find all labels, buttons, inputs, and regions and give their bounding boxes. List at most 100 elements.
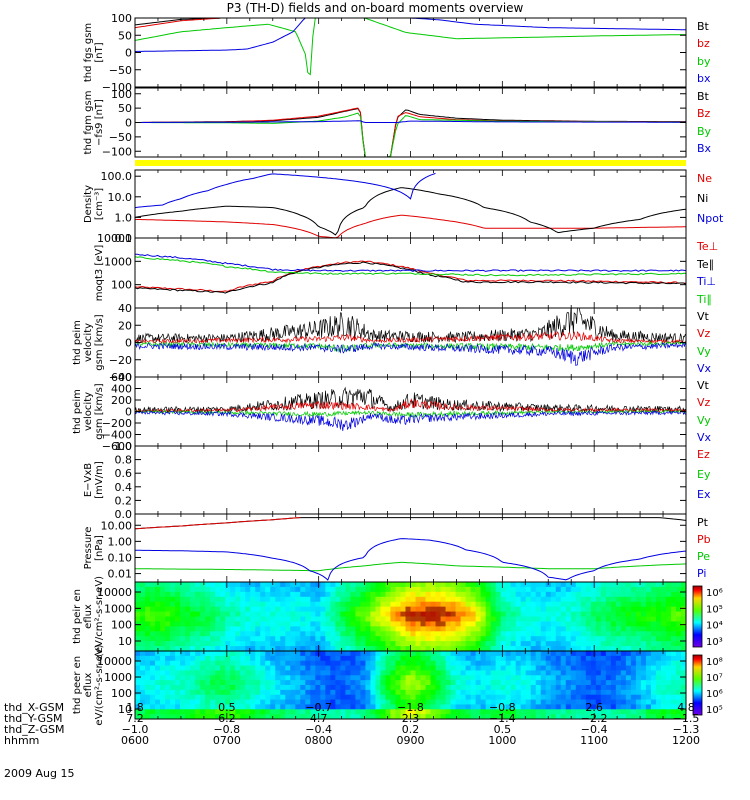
spectrogram-cell [165, 685, 171, 691]
spectrogram-cell [430, 586, 437, 593]
spectrogram-cell [290, 655, 296, 662]
ephemeris-value: 0.5 [218, 701, 236, 714]
spectrogram-cell [545, 611, 552, 618]
spectrogram-cell [520, 685, 527, 691]
spectrogram-cell [260, 660, 266, 667]
spectrogram-cell [415, 646, 422, 651]
y-tick-label: 50 [118, 102, 132, 115]
spectrogram-cell [365, 626, 372, 632]
spectrogram-cell [185, 694, 191, 701]
spectrogram-cell [155, 606, 161, 613]
spectrogram-cell [255, 651, 261, 657]
spectrogram-cell [580, 621, 587, 627]
spectrogram-cell [420, 596, 427, 603]
spectrogram-cell [680, 714, 686, 719]
spectrogram-cell [355, 616, 362, 623]
spectrogram-cell [145, 660, 151, 667]
spectrogram-cell [580, 699, 587, 706]
spectrogram-cell [355, 626, 362, 632]
spectrogram-cell [670, 616, 677, 623]
spectrogram-cell [620, 601, 627, 608]
spectrogram-cell [155, 636, 161, 642]
spectrogram-cell [425, 631, 432, 637]
spectrogram-cell [345, 631, 351, 637]
spectrogram-cell [645, 641, 652, 647]
spectrogram-cell [355, 631, 362, 637]
spectrogram-cell [285, 636, 291, 642]
spectrogram-cell [655, 704, 662, 710]
spectrogram-cell [260, 651, 266, 657]
spectrogram-cell [600, 685, 607, 691]
spectrogram-cell [450, 601, 457, 608]
spectrogram-cell [550, 601, 557, 608]
spectrogram-cell [190, 675, 196, 681]
legend-entry: Pt [697, 516, 708, 529]
spectrogram-cell [265, 616, 271, 623]
spectrogram-cell [215, 631, 221, 637]
spectrogram-cell [240, 685, 246, 691]
spectrogram-cell [315, 586, 321, 593]
spectrogram-cell [440, 601, 447, 608]
spectrogram-cell [315, 646, 321, 651]
spectrogram-cell [400, 655, 407, 662]
spectrogram-cell [680, 699, 686, 706]
spectrogram-cell [525, 655, 532, 662]
spectrogram-cell [585, 611, 592, 618]
spectrogram-cell [365, 680, 372, 686]
spectrogram-cell [640, 689, 647, 696]
spectrogram-cell [275, 591, 281, 598]
spectrogram-cell [550, 616, 557, 623]
spectrogram-cell [460, 601, 467, 608]
spectrogram-cell [485, 611, 492, 618]
spectrogram-cell [400, 626, 407, 632]
spectrogram-cell [555, 704, 562, 710]
spectrogram-cell [600, 611, 607, 618]
spectrogram-cell [155, 611, 161, 618]
spectrogram-cell [195, 651, 201, 657]
spectrogram-cell [470, 685, 477, 691]
spectrogram-cell [345, 714, 351, 719]
spectrogram-cell [505, 611, 512, 618]
spectrogram-cell [165, 586, 171, 593]
spectrogram-cell [215, 704, 221, 710]
spectrogram-cell [160, 616, 166, 623]
spectrogram-cell [650, 709, 657, 715]
spectrogram-cell [360, 601, 367, 608]
spectrogram-cell [285, 675, 291, 681]
spectrogram-cell [575, 709, 582, 715]
spectrogram-cell [445, 685, 452, 691]
spectrogram-cell [650, 699, 657, 706]
spectrogram-cell [480, 694, 487, 701]
spectrogram-cell [465, 646, 472, 651]
y-tick-label: 100 [111, 619, 132, 632]
spectrogram-cell [345, 582, 351, 588]
spectrogram-cell [175, 646, 181, 651]
spectrogram-cell [570, 636, 577, 642]
spectrogram-cell [180, 631, 186, 637]
spectrogram-cell [535, 626, 542, 632]
spectrogram-cell [415, 636, 422, 642]
spectrogram-cell [305, 685, 311, 691]
spectrogram-cell [430, 665, 437, 672]
spectrogram-cell [510, 694, 517, 701]
spectrogram-cell [565, 655, 572, 662]
spectrogram-cell [370, 670, 377, 676]
spectrogram-cell [635, 591, 642, 598]
spectrogram-cell [140, 675, 146, 681]
spectrogram-cell [570, 660, 577, 667]
y-tick-label: −200 [102, 417, 132, 430]
spectrogram-cell [545, 680, 552, 686]
spectrogram-cell [285, 714, 291, 719]
spectrogram-cell [290, 606, 296, 613]
spectrogram-cell [590, 699, 597, 706]
legend-entry: Pe [697, 550, 711, 563]
spectrogram-cell [635, 631, 642, 637]
eph-label-x: thd_X-GSM [4, 701, 65, 714]
spectrogram-cell [320, 631, 326, 637]
spectrogram-cell [295, 582, 301, 588]
spectrogram-cell [420, 586, 427, 593]
spectrogram-cell [300, 685, 306, 691]
spectrogram-cell [545, 685, 552, 691]
spectrogram-cell [440, 616, 447, 623]
spectrogram-cell [375, 601, 382, 608]
